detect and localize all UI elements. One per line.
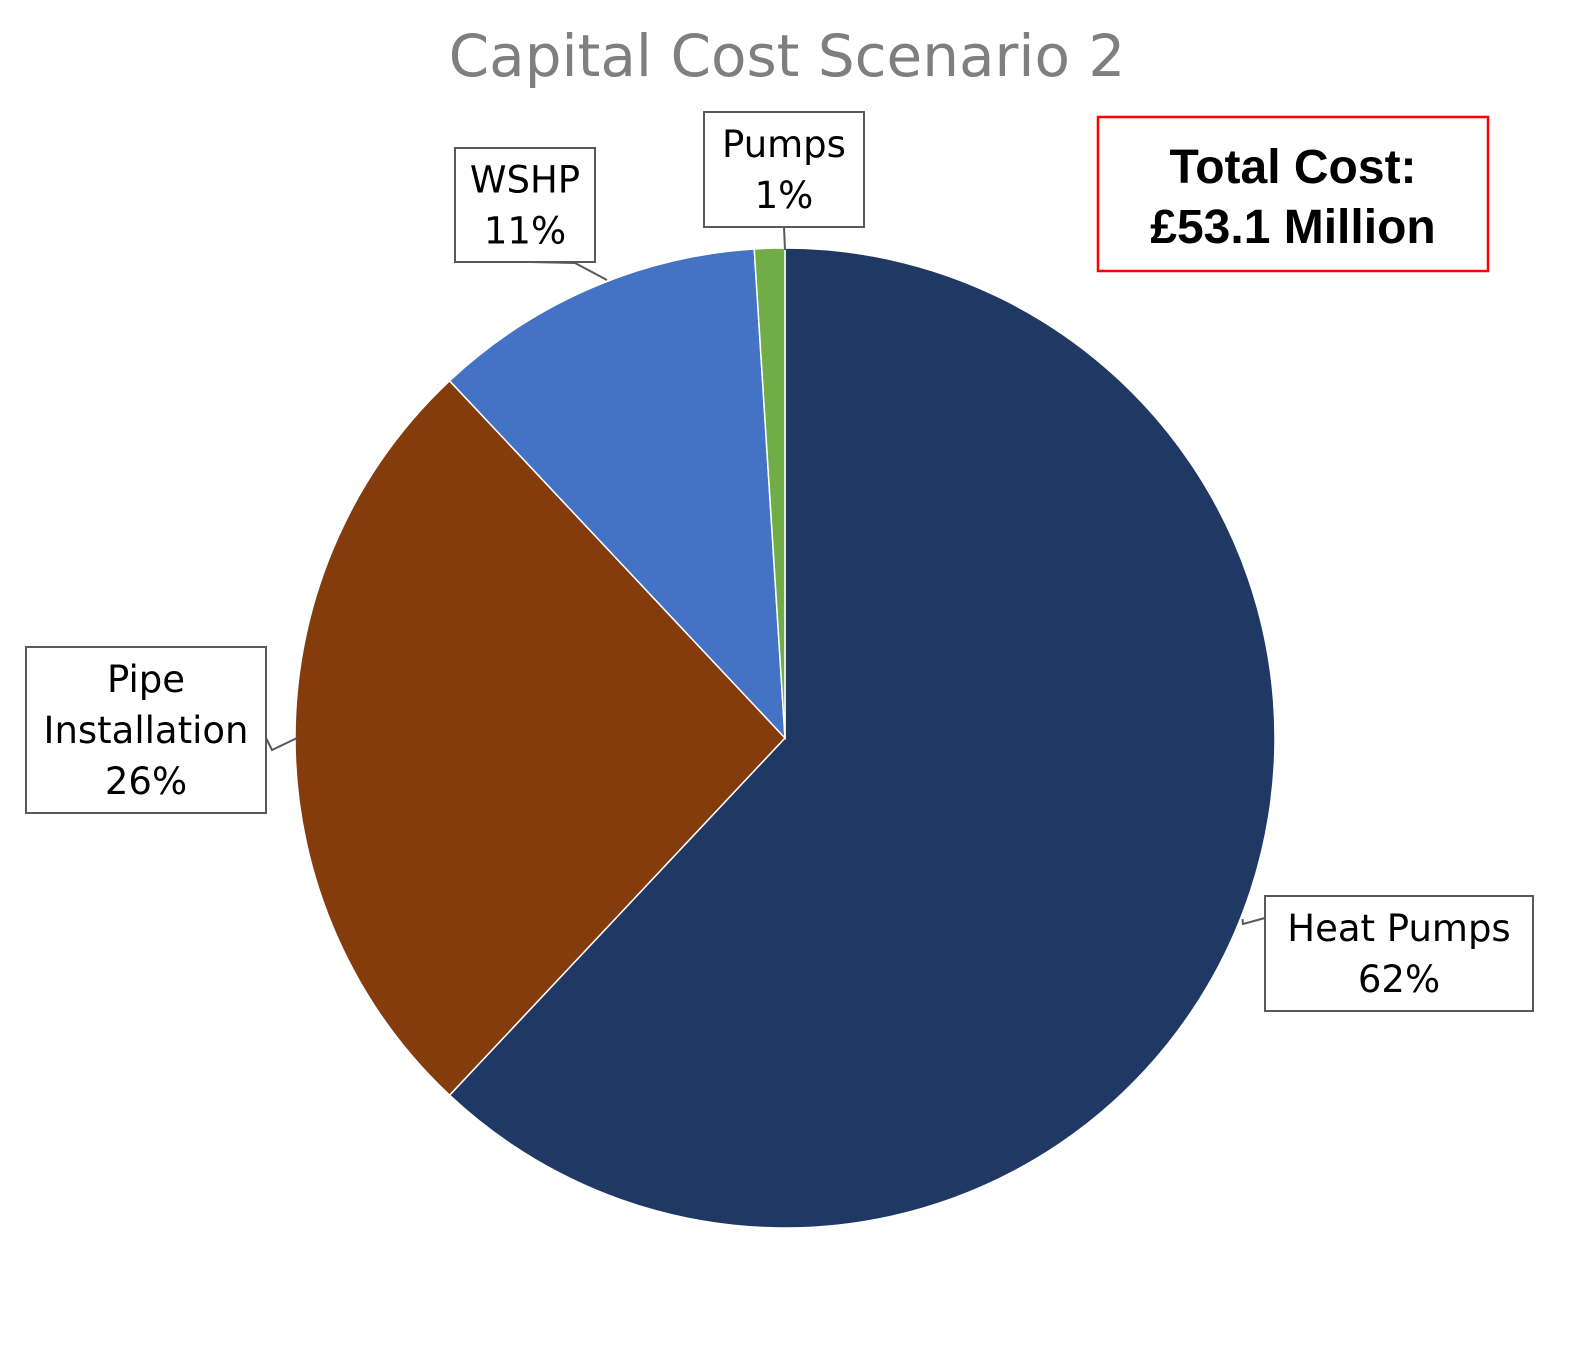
data-label-wshp: WSHP 11% <box>454 147 596 263</box>
pie-slice-heat-pumps <box>448 247 1276 1229</box>
total-cost-line-1: Total Cost: <box>1169 141 1416 194</box>
data-label-text: 62% <box>1358 958 1440 1001</box>
leader-line-pipe-installation <box>265 737 298 752</box>
data-label-box <box>25 646 267 814</box>
leader-line-heat-pumps <box>1241 917 1266 926</box>
data-label-pipe-installation: Pipe Installation 26% <box>25 646 267 814</box>
data-label-box <box>454 147 596 263</box>
data-label-box <box>703 111 865 228</box>
pie-slice-wshp <box>448 248 786 741</box>
data-label-text: 1% <box>755 174 814 217</box>
data-label-text: Heat Pumps <box>1287 907 1510 950</box>
total-cost-border <box>1096 115 1490 273</box>
callout-labels: Heat Pumps 62% Pipe Installation 26% WSHP 11% P… <box>25 111 1534 1012</box>
data-label-text: WSHP <box>470 159 580 202</box>
data-label-box <box>1264 895 1534 1012</box>
total-cost-line-2: £53.1 Million <box>1150 201 1435 254</box>
data-label-text: 26% <box>105 760 187 803</box>
chart-title: Capital Cost Scenario 2 <box>449 22 1126 90</box>
data-label-pumps: Pumps 1% <box>703 111 865 228</box>
data-label-text: 11% <box>484 210 566 253</box>
leader-line-pumps <box>783 226 786 251</box>
pie-slices <box>294 247 1276 1229</box>
total-cost-box: Total Cost: £53.1 Million <box>1096 115 1490 273</box>
data-label-heat-pumps: Heat Pumps 62% <box>1264 895 1534 1012</box>
data-label-text: Installation <box>44 709 249 752</box>
data-label-text: Pipe <box>107 658 185 701</box>
data-label-text: Pumps <box>722 123 846 166</box>
leader-line-wshp <box>529 261 608 281</box>
